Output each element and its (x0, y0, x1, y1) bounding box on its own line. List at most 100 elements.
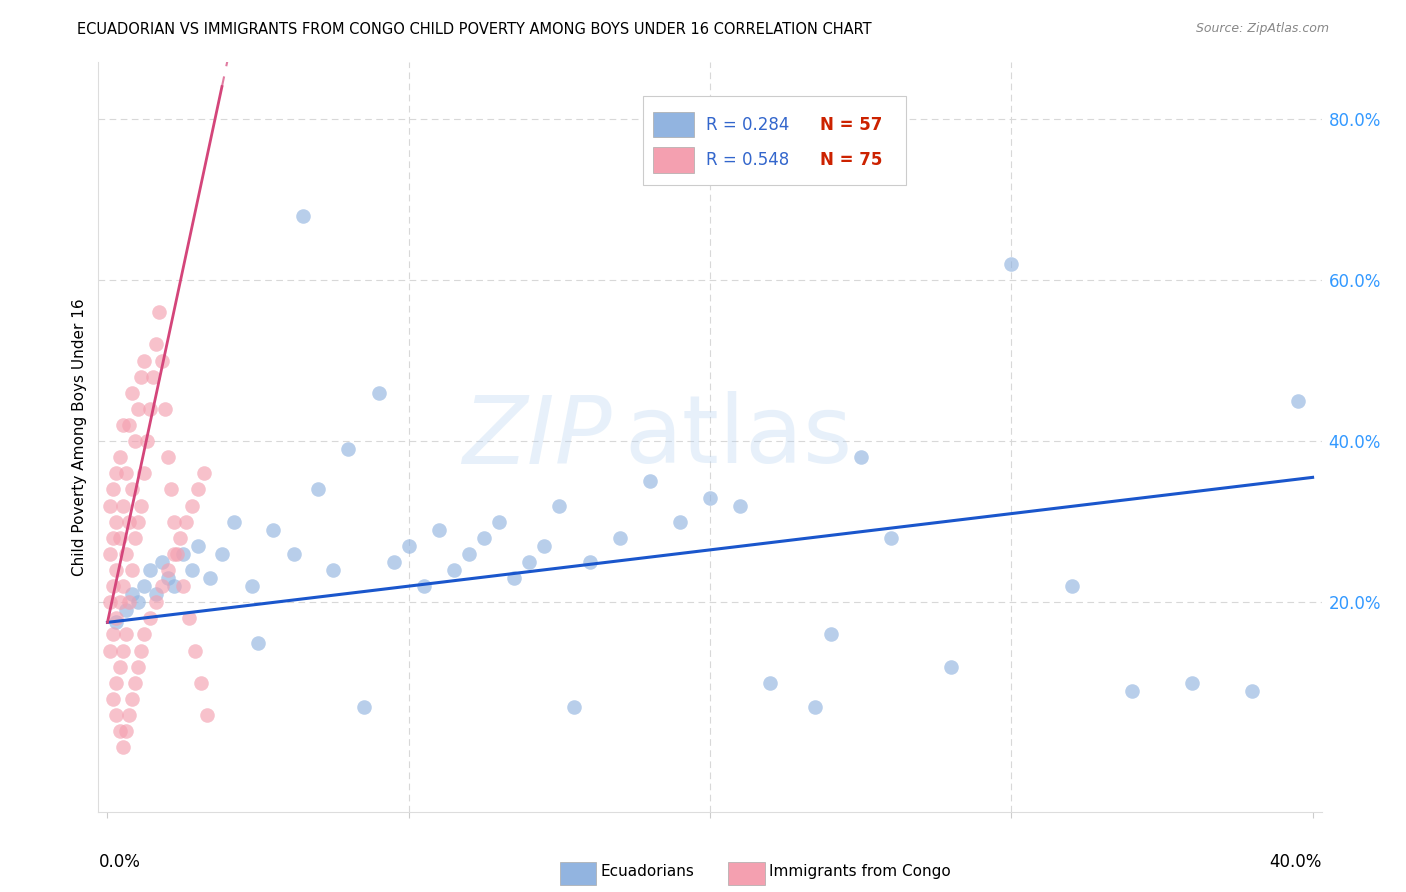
Text: atlas: atlas (624, 391, 852, 483)
Point (198, 571, 221, 585)
Point (117, 595, 139, 609)
Point (1121, 684, 1143, 698)
Point (138, 401, 160, 416)
Point (849, 450, 872, 465)
Point (190, 675, 212, 690)
Point (1286, 393, 1309, 408)
Point (105, 563, 128, 577)
Point (193, 467, 215, 481)
Point (159, 483, 181, 497)
Point (145, 337, 167, 351)
Point (939, 659, 962, 673)
Point (247, 635, 270, 649)
Point (148, 305, 170, 319)
Point (121, 483, 143, 497)
Point (138, 611, 160, 625)
Point (1000, 257, 1022, 271)
Point (103, 483, 125, 497)
Point (458, 547, 481, 561)
Point (564, 700, 586, 714)
Point (503, 571, 526, 585)
Point (117, 417, 139, 432)
Point (132, 627, 155, 641)
Point (127, 401, 149, 416)
Point (108, 450, 131, 465)
Point (609, 531, 631, 545)
Point (443, 563, 465, 577)
Point (150, 353, 173, 368)
Point (108, 531, 131, 545)
Point (211, 547, 233, 561)
Point (153, 401, 176, 416)
Point (184, 643, 207, 657)
Point (132, 467, 155, 481)
Point (111, 417, 134, 432)
Point (105, 515, 128, 529)
Point (129, 369, 152, 384)
Point (638, 475, 661, 489)
Text: 40.0%: 40.0% (1270, 853, 1322, 871)
FancyBboxPatch shape (652, 147, 695, 172)
Text: Source: ZipAtlas.com: Source: ZipAtlas.com (1195, 22, 1329, 36)
Point (124, 434, 146, 449)
Point (283, 547, 305, 561)
Point (488, 515, 510, 529)
Point (117, 515, 139, 529)
Point (135, 434, 157, 449)
Point (132, 579, 155, 593)
Point (105, 675, 128, 690)
Point (353, 700, 375, 714)
Point (108, 724, 131, 739)
Point (132, 353, 155, 368)
Point (127, 515, 149, 529)
Text: ZIP: ZIP (463, 392, 612, 483)
Point (187, 483, 209, 497)
Point (111, 579, 134, 593)
Point (427, 523, 450, 537)
Point (121, 563, 143, 577)
Point (548, 499, 571, 513)
Point (669, 515, 692, 529)
Point (163, 579, 186, 593)
Point (114, 603, 136, 617)
Point (472, 531, 495, 545)
Point (111, 643, 134, 657)
Point (138, 563, 160, 577)
Point (127, 659, 149, 673)
Point (105, 615, 128, 630)
Point (103, 627, 125, 641)
Point (100, 547, 122, 561)
Point (108, 659, 131, 673)
Text: R = 0.284: R = 0.284 (706, 116, 790, 134)
Point (222, 515, 245, 529)
Point (195, 708, 218, 723)
Point (121, 692, 143, 706)
Point (150, 579, 173, 593)
Point (156, 563, 179, 577)
Point (114, 724, 136, 739)
Text: N = 57: N = 57 (820, 116, 883, 134)
Point (105, 708, 128, 723)
Point (114, 547, 136, 561)
Point (105, 467, 128, 481)
Point (100, 499, 122, 513)
Point (124, 531, 146, 545)
Point (142, 369, 165, 384)
Point (124, 675, 146, 690)
Point (103, 692, 125, 706)
Point (759, 675, 782, 690)
Point (114, 467, 136, 481)
Point (367, 385, 389, 400)
Point (129, 643, 152, 657)
Point (156, 450, 179, 465)
Point (240, 579, 263, 593)
Point (880, 531, 903, 545)
Point (145, 587, 167, 601)
Point (728, 499, 751, 513)
Point (100, 595, 122, 609)
Point (180, 499, 202, 513)
Point (177, 611, 200, 625)
Point (117, 708, 139, 723)
Point (1241, 684, 1264, 698)
Point (174, 515, 197, 529)
